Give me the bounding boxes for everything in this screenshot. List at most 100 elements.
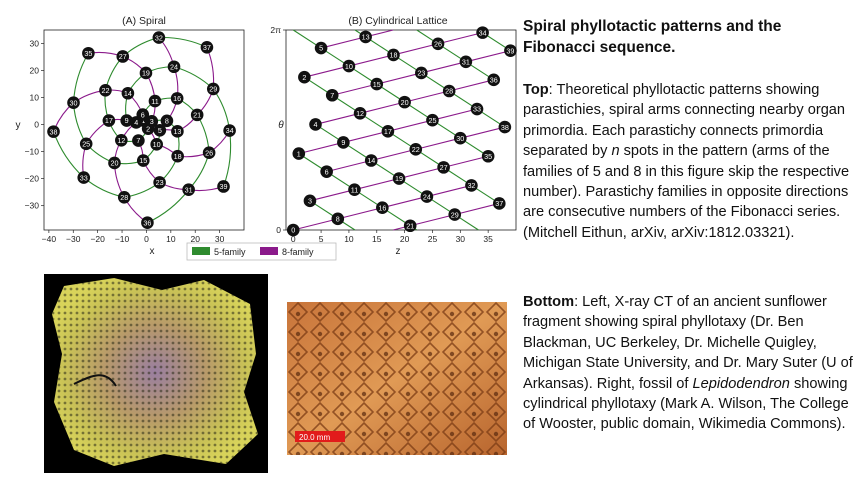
cylinder-point-label: 2 (302, 73, 306, 82)
cylinder-parastichy-8 (404, 90, 450, 103)
spiral-point (170, 92, 184, 105)
cylinder-point-label: 1 (297, 149, 301, 158)
scale-bar-label: 20.0 mm (299, 433, 330, 442)
cylinder-point (420, 190, 434, 203)
top-text-a: : Theoretical phyllotactic patterns show… (523, 82, 846, 160)
spiral-x-tick-label: 10 (166, 234, 176, 244)
spiral-point-label: 32 (155, 33, 163, 42)
spiral-x-axis-label: x (150, 246, 155, 257)
spiral-point-label: 39 (220, 182, 228, 191)
cylinder-parastichy-8 (320, 36, 366, 49)
spiral-point-label: 38 (50, 127, 58, 136)
cylinder-point (353, 106, 367, 120)
spiral-y-tick-label: 10 (30, 93, 40, 103)
cylinder-y-tick-label: 2π (270, 25, 281, 35)
legend-label-five: 5-family (214, 247, 246, 257)
spiral-point (182, 183, 195, 197)
spiral-point (108, 156, 121, 170)
cylinder-chart-title: (B) Cylindrical Lattice (348, 15, 447, 27)
cylinder-point-label: 13 (362, 33, 370, 42)
sunflower-crack (73, 374, 117, 387)
cylinder-point-label: 37 (495, 199, 503, 208)
cylinder-point (381, 125, 395, 138)
spiral-chart-title: (A) Spiral (122, 15, 166, 27)
fossil-leaf-cushions (287, 302, 507, 455)
spiral-y-axis-label: y (16, 120, 21, 131)
cylinder-parastichy-8 (337, 207, 383, 220)
cylinder-point (415, 66, 428, 80)
chart-legend: 5-family 8-family (186, 242, 337, 261)
cylinder-point (364, 154, 378, 167)
cylinder-point-label: 12 (356, 109, 364, 118)
bottom-description: Bottom: Left, X-ray CT of an ancient sun… (523, 292, 858, 435)
cylinder-point-label: 21 (406, 221, 414, 230)
cylinder-x-axis-label: z (396, 246, 401, 257)
spiral-point-label: 13 (173, 127, 181, 136)
cylinder-point (403, 219, 417, 233)
legend-label-eight: 8-family (282, 247, 314, 257)
cylinder-x-tick-label: 0 (291, 234, 296, 244)
cylinder-point-label: 27 (440, 163, 448, 172)
cylinder-point (487, 73, 501, 87)
cylinder-point-label: 38 (501, 123, 509, 132)
spiral-point-label: 8 (165, 117, 169, 126)
spiral-point-label: 22 (101, 86, 109, 95)
cylinder-point-label: 33 (473, 105, 481, 114)
spiral-x-tick-label: −30 (66, 234, 81, 244)
spiral-point (223, 124, 236, 137)
cylinder-y-tick-label: 0 (276, 225, 281, 235)
cylinder-point (376, 201, 389, 215)
cylinder-point (320, 165, 333, 178)
spiral-y-tick-label: −20 (25, 174, 40, 184)
cylinder-point-label: 16 (378, 203, 386, 212)
cylinder-point (392, 172, 406, 185)
cylinder-point (286, 223, 300, 237)
cylinder-parastichy-8 (376, 72, 422, 85)
spiral-point (153, 123, 167, 137)
spiral-y-tick-label: 20 (30, 66, 40, 76)
cylinder-point-label: 22 (412, 145, 420, 154)
cylinder-point-label: 19 (395, 174, 403, 183)
spiral-point-label: 28 (120, 193, 128, 202)
cylinder-point-label: 17 (384, 127, 392, 136)
cylinder-point-label: 6 (325, 167, 329, 176)
cylinder-parastichy-8 (326, 159, 372, 173)
spiral-point (200, 40, 214, 54)
cylinder-point-label: 7 (330, 91, 334, 100)
spiral-point (148, 94, 162, 108)
spiral-point (139, 66, 153, 80)
top-text-b: spots in the pattern (arms of the famili… (523, 143, 850, 241)
spiral-point (82, 46, 95, 60)
spiral-point (136, 154, 150, 167)
spiral-point-label: 11 (151, 97, 158, 106)
spiral-point (145, 115, 159, 128)
cylinder-point (448, 208, 462, 221)
cylinder-parastichy-8 (432, 108, 478, 121)
spiral-point (99, 83, 112, 97)
spiral-point (121, 86, 135, 100)
spiral-y-tick-label: 0 (34, 120, 39, 130)
cylinder-point (359, 30, 372, 44)
cylinder-point (498, 120, 512, 134)
spiral-point (190, 108, 204, 122)
spiral-point-label: 36 (143, 218, 151, 227)
cylinder-point (387, 48, 400, 62)
cylinder-point-label: 20 (401, 98, 409, 107)
spiral-point (120, 114, 133, 127)
spiral-y-tick-label: 30 (30, 39, 40, 49)
slide-heading: Spiral phyllotactic patterns and the Fib… (523, 18, 782, 56)
spiral-point-label: 10 (153, 140, 161, 149)
spiral-point-label: 15 (139, 156, 147, 165)
cylinder-parastichy-8 (293, 218, 338, 231)
cylinder-point (331, 212, 345, 226)
cylinder-parastichy-8 (382, 196, 428, 209)
cylinder-point (437, 161, 450, 174)
cylinder-point (481, 149, 495, 163)
cylinder-x-tick-label: 15 (372, 234, 382, 244)
cylinder-point (348, 183, 361, 196)
cylinder-parastichy-8 (410, 214, 455, 227)
cylindrical-chart: (B) Cylindrical Lattice z θ 0 5 10 15 20 25 30… (270, 15, 517, 257)
spiral-x-tick-label: 0 (144, 234, 149, 244)
cylinder-parastichy-8 (298, 141, 344, 155)
spiral-y-tick-label: −10 (25, 147, 40, 157)
